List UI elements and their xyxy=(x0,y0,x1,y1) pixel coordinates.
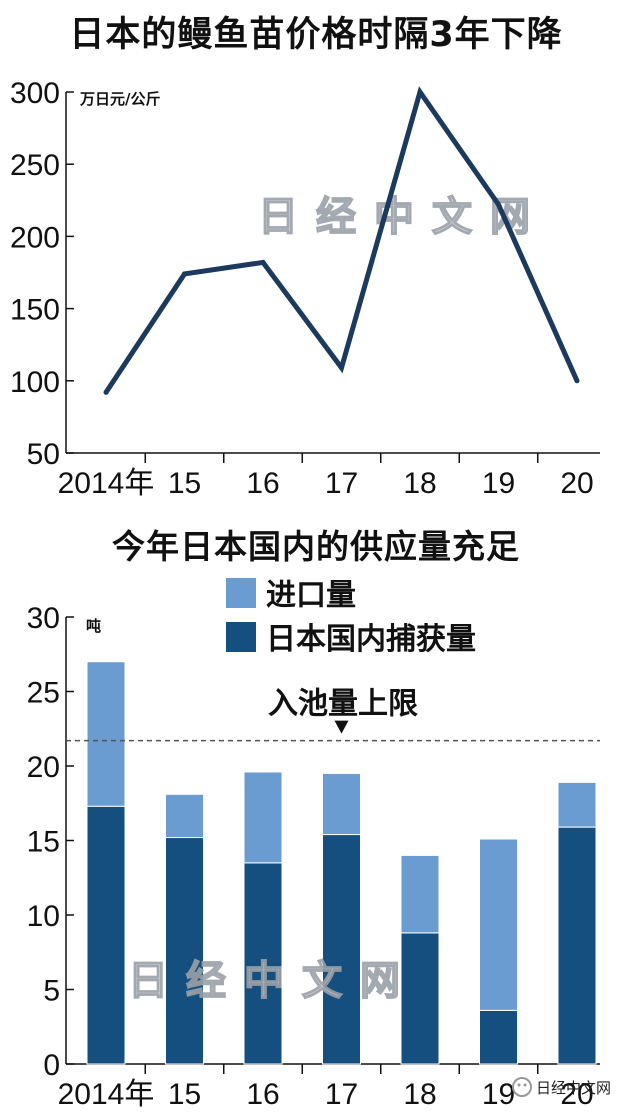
price-y-tick-label: 250 xyxy=(10,149,60,182)
price-point xyxy=(260,259,266,265)
supply-y-tick-label: 20 xyxy=(27,751,60,784)
supply-y-tick-label: 30 xyxy=(27,602,60,635)
watermark-top: 日经中文网 xyxy=(258,193,548,240)
bar-segment xyxy=(557,781,597,828)
brand-mark: 日经中文网 xyxy=(512,1077,611,1097)
supply-y-tick-label: 0 xyxy=(43,1049,60,1082)
supply-x-tick-label: 17 xyxy=(325,1078,358,1111)
price-x-tick-label: 18 xyxy=(403,467,436,500)
bar-segment xyxy=(479,838,518,1011)
supply-x-tick-label: 16 xyxy=(246,1078,279,1111)
price-point xyxy=(574,378,580,384)
legend-swatch xyxy=(226,622,256,652)
chart-title-supply: 今年日本国内的供应量充足 xyxy=(112,527,520,566)
watermark-bottom: 日经中文网 xyxy=(128,957,418,1004)
price-point xyxy=(103,389,109,395)
price-x-tick-label: 19 xyxy=(482,467,515,500)
price-points xyxy=(103,89,580,395)
price-x-tick-label: 2014年 xyxy=(58,467,155,500)
bar-segment xyxy=(165,793,204,839)
price-x-ticks: 2014年 15 16 17 18 19 20 xyxy=(58,453,594,500)
legend-label: 进口量 xyxy=(266,578,356,613)
price-y-tick-label: 200 xyxy=(10,221,60,254)
reference-arrow-icon xyxy=(334,720,349,734)
price-point xyxy=(339,365,344,371)
bar-segment xyxy=(86,661,126,807)
price-series-line xyxy=(103,86,580,394)
bar-segment xyxy=(557,826,597,1065)
price-y-tick-label: 50 xyxy=(27,438,60,471)
supply-x-tick-label: 20 xyxy=(560,1078,593,1111)
bar-segment xyxy=(243,862,283,1065)
reference-line-label: 入池量上限 xyxy=(268,687,418,722)
supply-x-tick-label: 2014年 xyxy=(58,1078,155,1111)
price-unit-label: 万日元/公斤 xyxy=(79,90,160,108)
price-line-chart: 50 100 150 200 250 300 2014年 15 16 17 18 19 20 万日元/… xyxy=(10,77,600,500)
bar-segment xyxy=(165,837,204,1065)
supply-x-tick-label: 19 xyxy=(482,1078,515,1111)
wechat-icon-eye-left xyxy=(517,1083,521,1087)
bar-segment xyxy=(479,1009,518,1065)
price-point xyxy=(496,202,501,208)
price-point xyxy=(182,271,187,277)
supply-x-ticks: 2014年 15 16 17 18 19 20 xyxy=(58,1064,594,1111)
bar-segment xyxy=(322,834,361,1065)
wechat-icon-eye-right xyxy=(523,1083,527,1087)
wechat-icon xyxy=(512,1077,532,1097)
chart-title-price: 日本的鳗鱼苗价格时隔3年下降 xyxy=(69,15,563,55)
legend-swatch xyxy=(226,578,256,608)
supply-bar-chart: 0 5 10 15 20 25 30 吨 2014年 15 16 17 18 19 20 入池量上限 进… xyxy=(27,578,600,1111)
supply-unit-label: 吨 xyxy=(86,617,101,635)
supply-y-tick-label: 10 xyxy=(27,900,60,933)
price-y-tick-label: 100 xyxy=(10,366,60,399)
supply-y-tick-label: 25 xyxy=(27,677,60,710)
price-x-tick-label: 20 xyxy=(560,467,593,500)
supply-bars xyxy=(86,661,597,1065)
price-x-tick-label: 16 xyxy=(246,467,279,500)
bar-segment xyxy=(243,771,283,864)
supply-x-tick-label: 18 xyxy=(403,1078,436,1111)
legend-label: 日本国内捕获量 xyxy=(266,622,476,657)
bar-segment xyxy=(86,805,126,1065)
price-point xyxy=(417,89,423,95)
bar-segment xyxy=(322,772,361,836)
supply-y-ticks: 0 5 10 15 20 25 30 xyxy=(27,602,74,1082)
price-y-tick-label: 150 xyxy=(10,294,60,327)
supply-x-tick-label: 15 xyxy=(168,1078,201,1111)
supply-y-tick-label: 15 xyxy=(27,826,60,859)
price-x-tick-label: 17 xyxy=(325,467,358,500)
bar-segment xyxy=(400,854,440,934)
price-y-tick-label: 300 xyxy=(10,77,60,110)
bar-segment xyxy=(400,932,440,1065)
brand-label: 日经中文网 xyxy=(536,1079,611,1097)
price-y-ticks: 50 100 150 200 250 300 xyxy=(10,77,74,471)
price-x-tick-label: 15 xyxy=(168,467,201,500)
supply-y-tick-label: 5 xyxy=(43,975,60,1008)
